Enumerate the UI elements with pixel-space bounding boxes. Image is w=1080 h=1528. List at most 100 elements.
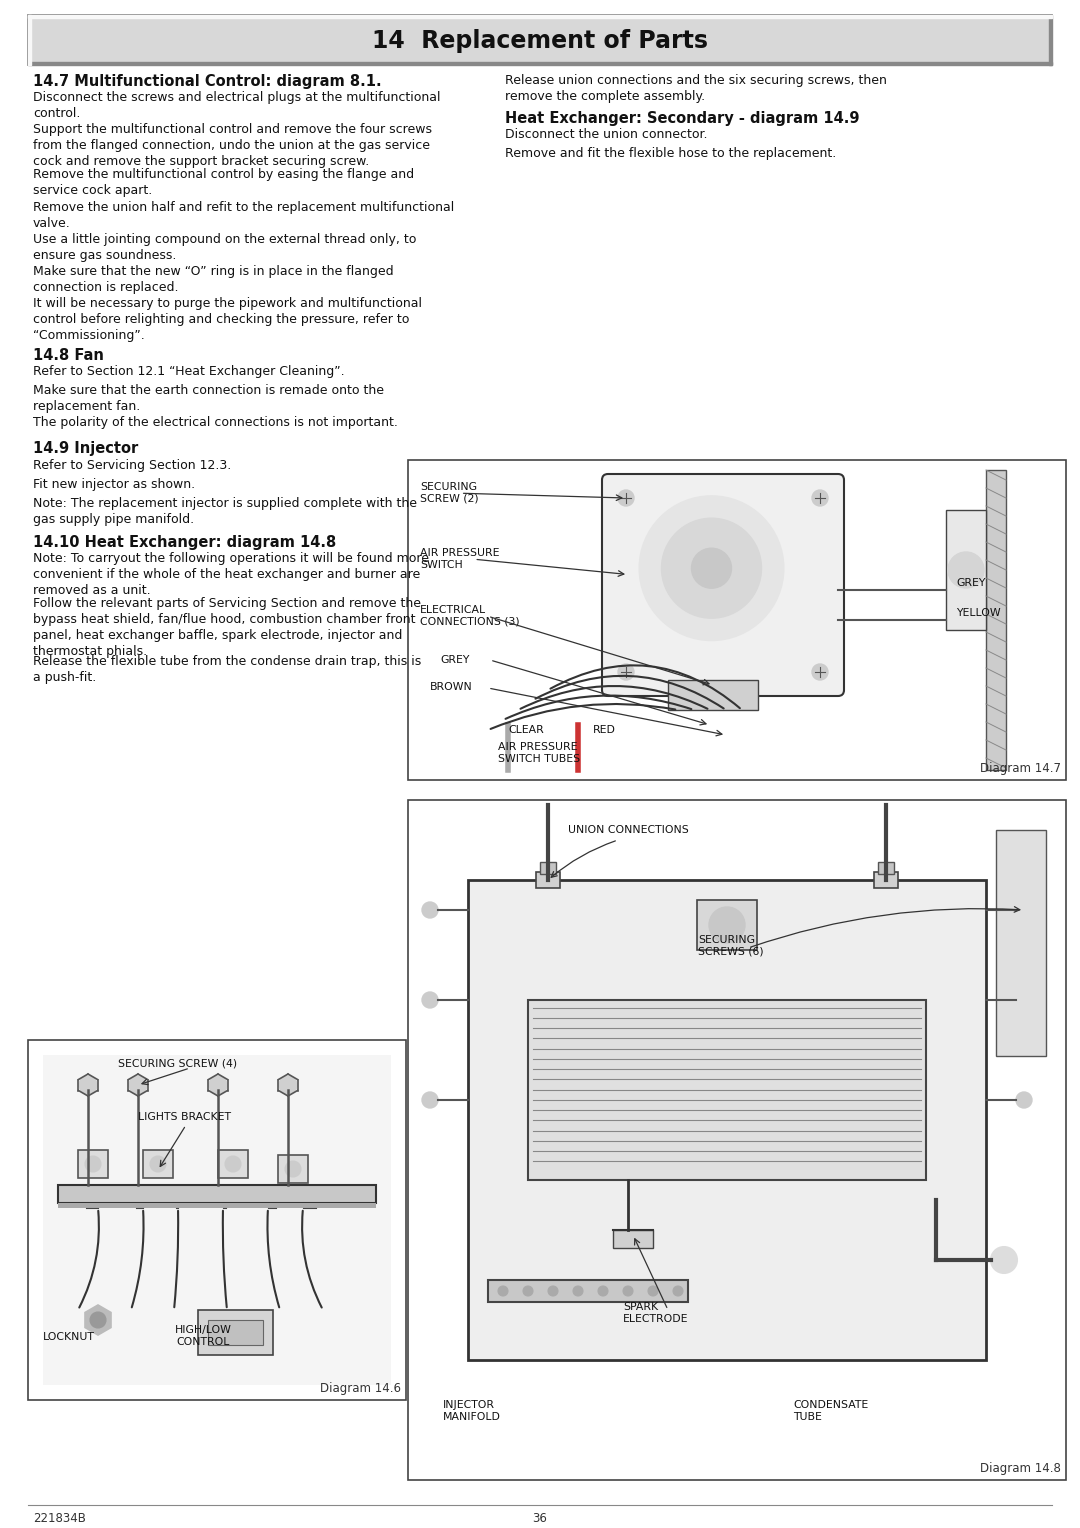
Text: Make sure that the earth connection is remade onto the
replacement fan.: Make sure that the earth connection is r… [33, 385, 384, 413]
Text: Make sure that the new “O” ring is in place in the flanged
connection is replace: Make sure that the new “O” ring is in pl… [33, 264, 393, 293]
Bar [408, 460, 1066, 779]
Text: Fit new injector as shown.: Fit new injector as shown. [33, 478, 195, 490]
Circle shape [422, 992, 438, 1008]
Bar [488, 1280, 688, 1302]
Text: LOCKNUT: LOCKNUT [43, 1332, 95, 1342]
Text: 14.10 Heat Exchanger: diagram 14.8: 14.10 Heat Exchanger: diagram 14.8 [33, 535, 336, 550]
Text: GREY: GREY [440, 656, 470, 665]
Bar [536, 872, 561, 888]
Circle shape [1016, 1093, 1032, 1108]
Text: GREY: GREY [956, 578, 985, 588]
Bar [58, 1203, 376, 1209]
Text: It will be necessary to purge the pipework and multifunctional
control before re: It will be necessary to purge the pipewo… [33, 296, 422, 342]
Bar [408, 801, 1066, 1481]
Circle shape [523, 1287, 534, 1296]
Bar [613, 1230, 653, 1248]
Circle shape [129, 1076, 147, 1094]
Text: AIR PRESSURE
SWITCH: AIR PRESSURE SWITCH [420, 549, 499, 570]
Bar [878, 862, 894, 874]
Circle shape [573, 1287, 583, 1296]
Bar [208, 1320, 264, 1345]
Text: YELLOW: YELLOW [956, 608, 1001, 617]
Bar [78, 1151, 108, 1178]
Circle shape [618, 490, 634, 506]
Text: INJECTOR
MANIFOLD: INJECTOR MANIFOLD [443, 1400, 501, 1421]
Bar [669, 680, 758, 711]
Text: Release the flexible tube from the condense drain trap, this is
a push-fit.: Release the flexible tube from the conde… [33, 656, 421, 685]
Bar [58, 1186, 376, 1203]
Text: Release union connections and the six securing screws, then
remove the complete : Release union connections and the six se… [505, 73, 887, 102]
Bar [946, 510, 986, 630]
Bar [28, 15, 1052, 66]
Text: Diagram 14.6: Diagram 14.6 [320, 1381, 401, 1395]
Bar [874, 872, 897, 888]
Circle shape [948, 552, 984, 588]
Bar [28, 15, 1052, 18]
Polygon shape [85, 1305, 111, 1335]
Circle shape [85, 1157, 102, 1172]
Text: SECURING
SCREWS (6): SECURING SCREWS (6) [698, 935, 764, 957]
Text: LIGHTS BRACKET: LIGHTS BRACKET [138, 1112, 231, 1122]
Text: Disconnect the union connector.: Disconnect the union connector. [505, 128, 707, 141]
Circle shape [1016, 902, 1032, 918]
Circle shape [210, 1076, 227, 1094]
Bar [143, 1151, 173, 1178]
Circle shape [285, 1161, 301, 1177]
Text: Note: To carryout the following operations it will be found more
convenient if t: Note: To carryout the following operatio… [33, 552, 429, 597]
Text: CLEAR: CLEAR [508, 724, 543, 735]
Circle shape [279, 1076, 297, 1094]
Circle shape [623, 1287, 633, 1296]
Text: Diagram 14.7: Diagram 14.7 [980, 762, 1061, 775]
Circle shape [708, 908, 745, 943]
Text: BROWN: BROWN [430, 681, 473, 692]
Bar [28, 63, 1052, 66]
Text: 221834B: 221834B [33, 1513, 86, 1525]
Text: Note: The replacement injector is supplied complete with the
gas supply pipe man: Note: The replacement injector is suppli… [33, 497, 417, 526]
Bar [218, 1151, 248, 1178]
Text: 14  Replacement of Parts: 14 Replacement of Parts [372, 29, 708, 53]
Text: The polarity of the electrical connections is not important.: The polarity of the electrical connectio… [33, 417, 397, 429]
Bar [28, 1041, 406, 1400]
Bar [996, 830, 1047, 1056]
Bar [28, 15, 31, 66]
Circle shape [548, 1287, 558, 1296]
FancyBboxPatch shape [602, 474, 843, 695]
Text: Support the multifunctional control and remove the four screws
from the flanged : Support the multifunctional control and … [33, 124, 432, 168]
Circle shape [90, 1313, 106, 1328]
Circle shape [661, 518, 761, 619]
Text: 14.8 Fan: 14.8 Fan [33, 348, 104, 364]
Text: HIGH/LOW
CONTROL: HIGH/LOW CONTROL [175, 1325, 231, 1346]
Text: Use a little jointing compound on the external thread only, to
ensure gas soundn: Use a little jointing compound on the ex… [33, 232, 417, 261]
Circle shape [150, 1157, 166, 1172]
Text: UNION CONNECTIONS: UNION CONNECTIONS [568, 825, 689, 834]
Text: Remove and fit the flexible hose to the replacement.: Remove and fit the flexible hose to the … [505, 147, 836, 160]
Text: AIR PRESSURE
SWITCH TUBES: AIR PRESSURE SWITCH TUBES [498, 743, 580, 764]
Text: RED: RED [593, 724, 616, 735]
Bar [43, 1054, 391, 1384]
Circle shape [225, 1157, 241, 1172]
Bar [1049, 15, 1052, 66]
Text: Refer to Section 12.1 “Heat Exchanger Cleaning”.: Refer to Section 12.1 “Heat Exchanger Cl… [33, 365, 345, 379]
Circle shape [691, 549, 731, 588]
Circle shape [673, 1287, 683, 1296]
Circle shape [812, 665, 828, 680]
Circle shape [498, 1287, 508, 1296]
Circle shape [1016, 992, 1032, 1008]
Text: Heat Exchanger: Secondary - diagram 14.9: Heat Exchanger: Secondary - diagram 14.9 [505, 112, 860, 127]
Text: Disconnect the screws and electrical plugs at the multifunctional
control.: Disconnect the screws and electrical plu… [33, 92, 441, 121]
Text: 14.7 Multifunctional Control: diagram 8.1.: 14.7 Multifunctional Control: diagram 8.… [33, 73, 381, 89]
Bar [278, 1155, 308, 1183]
Circle shape [812, 490, 828, 506]
Text: 14.9 Injector: 14.9 Injector [33, 442, 138, 457]
Bar [697, 900, 757, 950]
Circle shape [598, 1287, 608, 1296]
Bar [540, 862, 556, 874]
Circle shape [648, 1287, 658, 1296]
Text: Remove the multifunctional control by easing the flange and
service cock apart.: Remove the multifunctional control by ea… [33, 168, 414, 197]
Text: SECURING
SCREW (2): SECURING SCREW (2) [420, 481, 478, 504]
Circle shape [991, 1247, 1017, 1273]
Text: CONDENSATE
TUBE: CONDENSATE TUBE [793, 1400, 868, 1421]
Bar [986, 471, 1005, 770]
Circle shape [639, 497, 783, 640]
Text: Remove the union half and refit to the replacement multifunctional
valve.: Remove the union half and refit to the r… [33, 200, 455, 229]
